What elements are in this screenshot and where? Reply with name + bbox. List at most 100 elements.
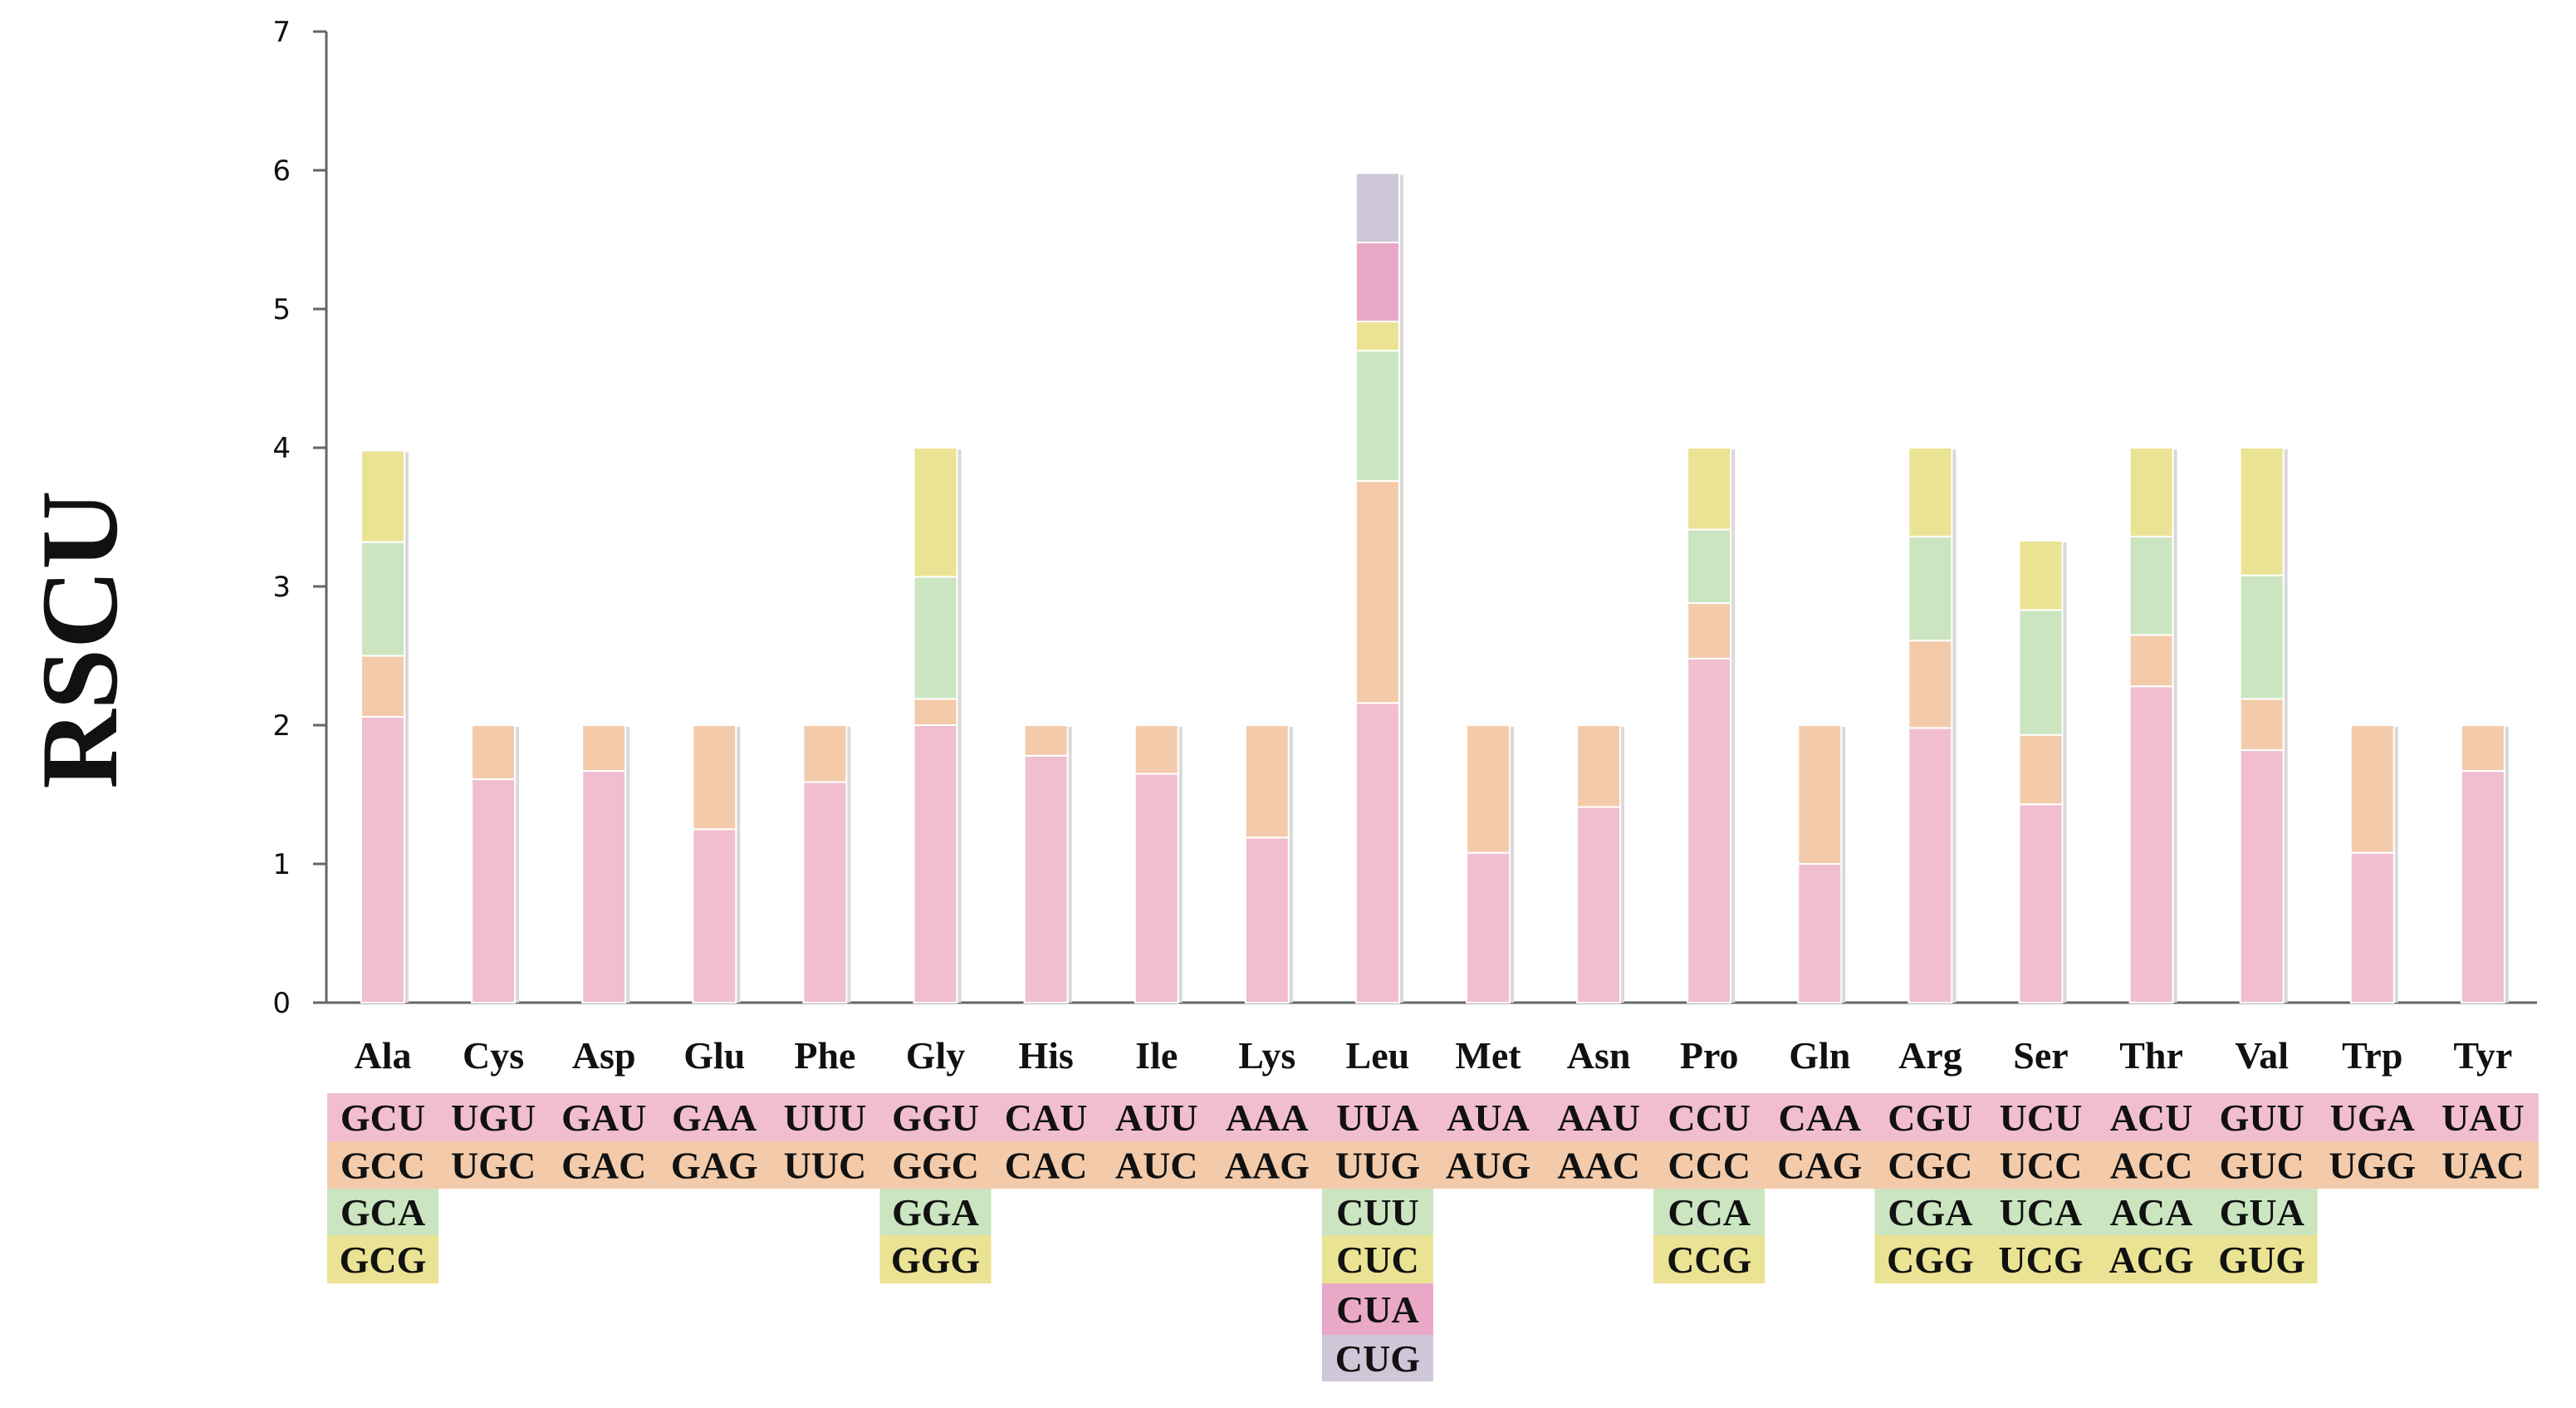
codon-label: GUU [2220,1096,2304,1139]
codon-cell-bg [990,1141,1102,1189]
x-tick-label: Gly [906,1034,966,1077]
codon-label: CCG [1667,1239,1751,1281]
bar-segment-thr-acc [2128,634,2174,688]
bar-segment-arg-cga [1908,535,1953,642]
codon-cell-bg [1321,1189,1433,1235]
codon-cell-bg [2427,1141,2539,1189]
y-tick-label: 6 [272,155,291,188]
codon-cell-bg [1543,1093,1655,1141]
bar-segment-his-cau [1023,754,1069,1003]
codon-cell-bg [2095,1189,2207,1235]
bar-segment-gln-caa [1797,863,1843,1003]
bar-segment-leu-uug [1354,480,1400,704]
codon-cell-bg [1321,1235,1433,1283]
codon-cell-bg [2206,1093,2318,1141]
codon-cell-bg [1321,1283,1433,1335]
bar-segment-thr-aca [2128,535,2174,636]
bar-segment-trp-ugg [2349,724,2395,854]
bar-segment-arg-cgc [1908,640,1953,729]
codon-label: UGU [451,1096,536,1139]
codon-cell-bg [327,1189,438,1235]
x-tick-label: Val [2235,1034,2289,1077]
codon-label: ACC [2110,1145,2193,1187]
codon-cell-bg [1100,1093,1212,1141]
codon-label: UCG [1998,1239,2083,1281]
bar-segment-pro-ccu [1687,657,1732,1004]
codon-label: CAG [1777,1145,1862,1187]
codon-cell-bg [438,1141,550,1189]
codon-label: UUG [1335,1145,1420,1187]
bar-segment-met-aug [1466,724,1511,854]
bar-segment-gly-gga [913,576,958,700]
codon-label: UAC [2441,1145,2525,1187]
codon-cell-bg [659,1141,771,1189]
y-tick-label: 4 [272,432,291,465]
codon-label: CUG [1335,1337,1420,1380]
codon-label: CCC [1668,1145,1751,1187]
codon-label: GUA [2220,1191,2304,1234]
bar-segment-val-guu [2239,749,2285,1003]
codon-cell-bg [1985,1189,2097,1235]
codon-label: GUG [2218,1239,2305,1281]
codon-label: UUC [784,1145,867,1187]
x-tick-label: Ile [1135,1034,1178,1077]
bar-segment-tyr-uac [2460,724,2505,773]
bar-segment-leu-cuu [1354,350,1400,483]
codon-cell-bg [327,1141,438,1189]
bar-segment-met-aua [1466,851,1511,1004]
x-tick-label: Asp [572,1034,636,1077]
bar-segment-ile-auu [1134,773,1179,1003]
codon-label: AAG [1225,1145,1310,1187]
codon-label: UGC [451,1145,536,1187]
codon-label: ACU [2110,1096,2193,1139]
codon-label: GGU [892,1096,979,1139]
codon-label: UGG [2329,1145,2416,1187]
codon-cell-bg [1653,1093,1765,1141]
codon-label: GCU [340,1096,425,1139]
codon-label: GGG [891,1239,980,1281]
codon-label: CGU [1888,1096,1972,1139]
bar-segment-lys-aaa [1244,836,1290,1004]
codon-label: CUA [1336,1288,1419,1331]
codon-cell-bg [1874,1235,1986,1283]
bar-segment-pro-ccg [1687,447,1732,531]
codon-cell-bg [1874,1141,1986,1189]
x-tick-label: Trp [2342,1034,2402,1077]
codon-label: GAG [671,1145,758,1187]
codon-label: GAC [561,1145,646,1187]
bar-segment-asp-gac [581,724,627,773]
bar-segment-asn-aau [1576,806,1622,1004]
codon-cell-bg [548,1141,660,1189]
codon-label: UCU [2000,1096,2083,1139]
codon-cell-bg [879,1235,992,1283]
codon-cell-bg [1321,1093,1433,1141]
codon-cell-bg [1543,1141,1655,1189]
codon-cell-bg [2316,1093,2428,1141]
bar-segment-val-gua [2239,574,2285,700]
y-tick-label: 5 [272,293,291,326]
bar-segment-tyr-uau [2460,770,2505,1003]
bar-segment-pro-cca [1687,528,1732,605]
codon-cell-bg [1321,1141,1433,1189]
codon-label: GUC [2220,1145,2304,1187]
codon-cell-bg [2095,1141,2207,1189]
codon-cell-bg [1432,1141,1544,1189]
codon-cell-bg [1211,1093,1323,1141]
bar-segment-ile-auc [1134,724,1179,775]
bar-segment-lys-aag [1244,724,1290,839]
codon-cell-bg [879,1189,992,1235]
codon-label: AUA [1447,1096,1530,1139]
bar-segment-gln-cag [1797,724,1843,865]
codon-cell-bg [1985,1141,2097,1189]
codon-label: UUA [1336,1096,1419,1139]
codon-label: GCG [340,1239,427,1281]
bar-segment-asp-gau [581,770,627,1003]
codon-cell-bg [1653,1235,1765,1283]
codon-label: AAA [1226,1096,1309,1139]
codon-label: UCC [2000,1145,2083,1187]
codon-cell-bg [1764,1093,1876,1141]
bar-segment-val-gug [2239,447,2285,576]
codon-label: CAC [1005,1145,1088,1187]
